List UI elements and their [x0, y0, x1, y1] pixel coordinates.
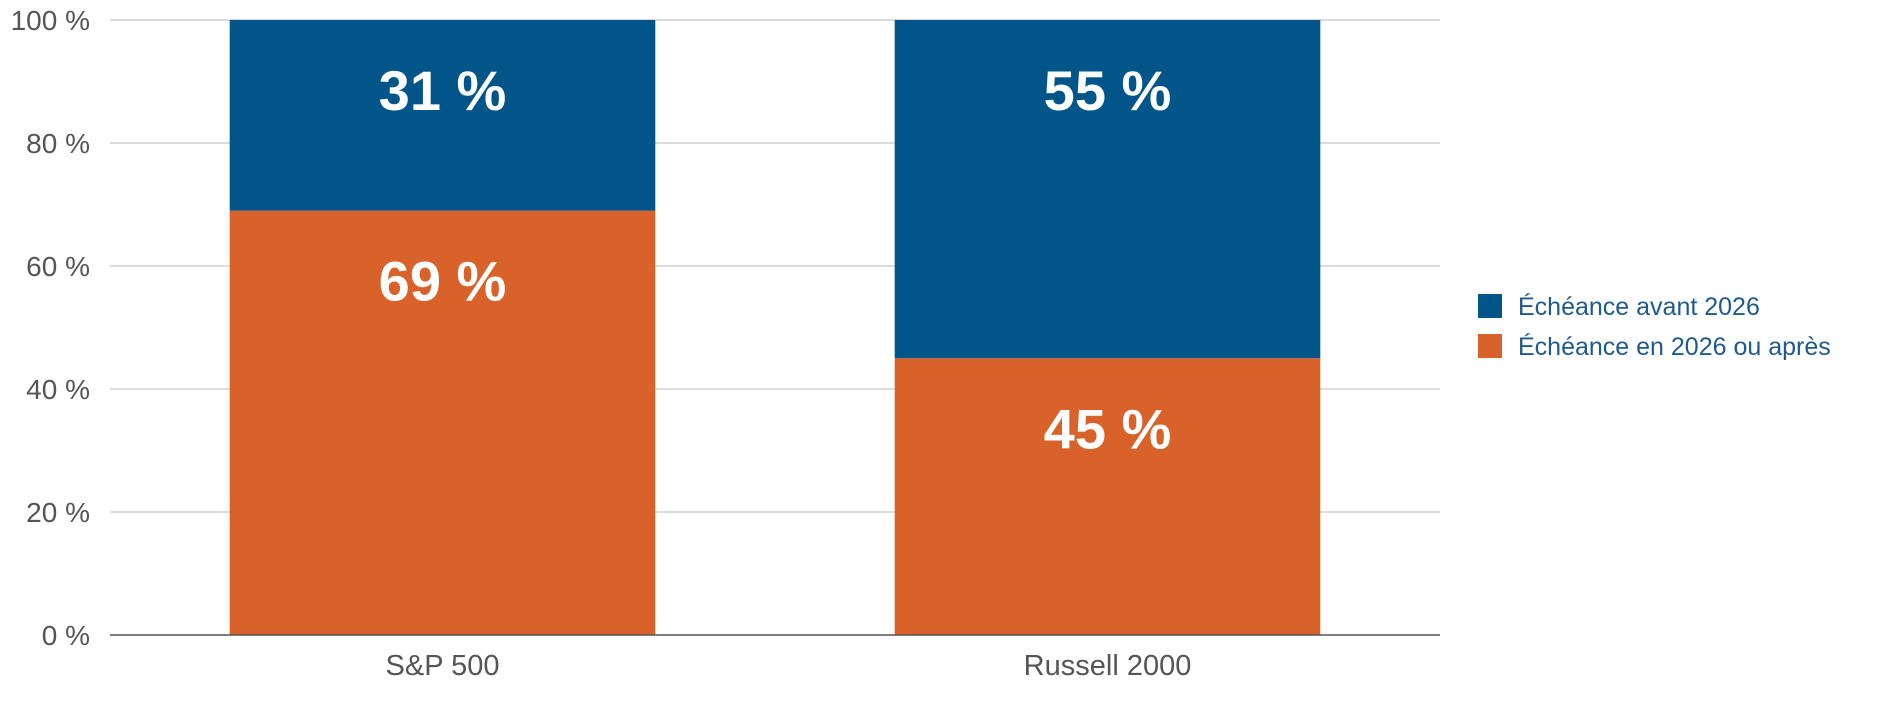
y-tick-label: 40 %: [26, 374, 90, 405]
y-tick-label: 60 %: [26, 251, 90, 282]
legend-swatch: [1478, 334, 1502, 358]
legend: Échéance avant 2026 Échéance en 2026 ou a…: [1478, 292, 1831, 361]
y-tick-label: 100 %: [11, 5, 90, 36]
axes: 0 % 20 % 40 % 60 % 80 % 100 % S&P 500 Russell 2…: [11, 5, 1440, 682]
bar-value-label: 31 %: [379, 59, 507, 122]
bar-segment: [229, 210, 656, 635]
bar-segment: [894, 358, 1321, 635]
bar-value-label: 55 %: [1044, 59, 1172, 122]
x-category-label: Russell 2000: [1024, 650, 1192, 682]
legend-label: Échéance en 2026 ou après: [1518, 332, 1831, 361]
data-labels: 69 % 31 % 45 % 55 %: [379, 59, 1172, 460]
bars: [229, 20, 1321, 635]
bar-segment: [229, 20, 656, 211]
y-tick-label: 0 %: [42, 620, 90, 651]
y-tick-label: 20 %: [26, 497, 90, 528]
legend-swatch: [1478, 294, 1502, 318]
x-category-label: S&P 500: [386, 650, 500, 682]
bar-segment: [894, 20, 1321, 359]
legend-label: Échéance avant 2026: [1518, 292, 1760, 321]
bar-value-label: 69 %: [379, 250, 507, 313]
bar-value-label: 45 %: [1044, 397, 1172, 460]
y-tick-label: 80 %: [26, 128, 90, 159]
